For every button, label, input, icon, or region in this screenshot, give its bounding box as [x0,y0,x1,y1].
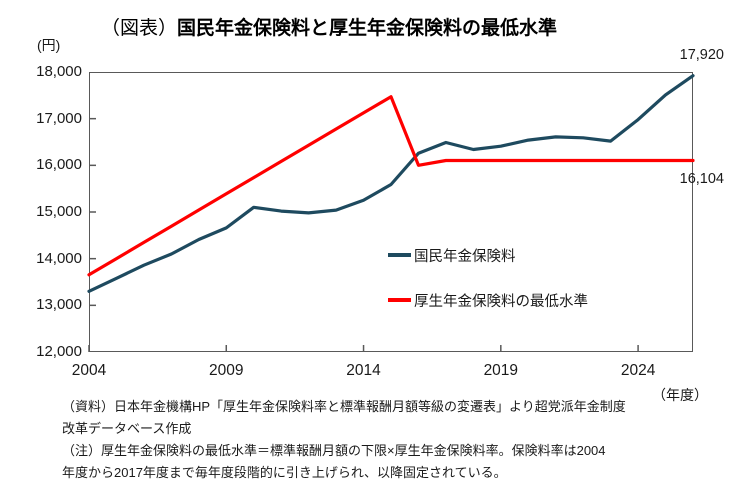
chart-title-prefix: （図表） [101,18,178,39]
red-line-swatch [388,298,411,302]
legend-label-kokumin-nenkin: 国民年金保険料 [414,248,516,265]
y-axis-tick-label: 18,000 [36,63,82,80]
note-line: （注）厚生年金保険料の最低水準＝標準報酬月額の下限×厚生年金保険料率。保険料率は… [62,443,606,458]
series-line-0 [87,74,695,293]
legend: 国民年金保険料 厚生年金保険料の最低水準 [388,246,588,310]
x-axis-tick-label: 2024 [620,362,656,379]
x-axis-unit-label: （年度） [652,387,708,403]
series-line-1 [87,95,695,277]
x-axis-tick-label: 2004 [71,362,107,379]
note-line: 改革データベース作成 [62,421,192,436]
y-axis-tick-label: 13,000 [36,296,82,314]
y-axis-tick-label: 14,000 [36,249,82,267]
x-axis-tick-label: 2014 [346,362,381,379]
y-axis-unit-label: (円) [37,37,61,53]
legend-item-kokumin-nenkin: 国民年金保険料 [388,246,588,265]
legend-item-kosei-nenkin: 厚生年金保険料の最低水準 [388,291,588,310]
source-notes: （資料）日本年金機構HP「厚生年金保険料率と標準報酬月額等級の変遷表」より超党派… [62,396,626,484]
legend-label-kosei-nenkin: 厚生年金保険料の最低水準 [414,293,588,310]
y-axis-tick-label: 12,000 [36,343,82,360]
x-axis-tick-label: 2009 [209,362,244,379]
y-axis-tick-label: 17,000 [36,109,82,127]
chart-title-main: 国民年金保険料と厚生年金保険料の最低水準 [177,18,558,39]
plot-area [89,72,693,352]
note-line: 年度から2017年度まで毎年度段階的に引き上げられ、以降固定されている。 [62,465,507,480]
blue-series-end-value-label: 17,920 [679,47,724,63]
x-axis-tick-label: 2019 [483,362,519,379]
red-series-end-value-label: 16,104 [679,171,724,187]
y-axis-tick-label: 15,000 [36,203,82,220]
blue-line-swatch [388,253,411,257]
y-axis-tick-label: 16,000 [36,156,82,174]
chart-title: （図表）国民年金保険料と厚生年金保険料の最低水準 [101,13,557,40]
note-line: （資料）日本年金機構HP「厚生年金保険料率と標準報酬月額等級の変遷表」より超党派… [62,399,626,414]
